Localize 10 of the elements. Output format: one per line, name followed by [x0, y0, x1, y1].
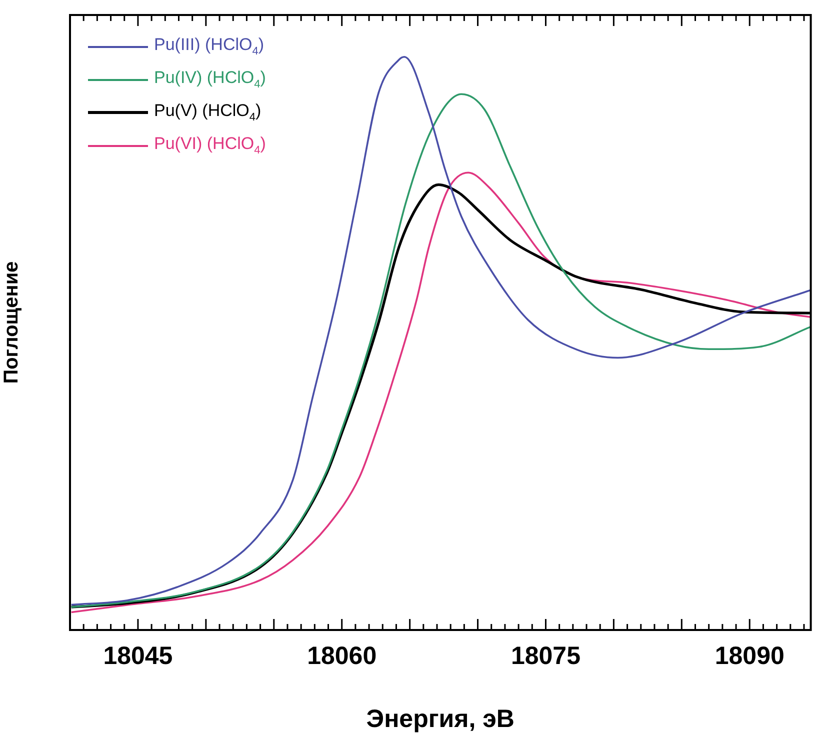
legend-label: Pu(III) (HClO$_{4}$)	[154, 35, 264, 58]
legend-label: Pu(IV) (HClO$_{4}$)	[154, 68, 266, 91]
legend-label: Pu(V) (HClO$_{4}$)	[154, 101, 262, 124]
y-axis-title: Поглощение	[0, 261, 23, 384]
x-tick-label: 18090	[714, 642, 784, 670]
x-tick-label: 18075	[510, 642, 581, 670]
legend-label: Pu(VI) (HClO$_{4}$)	[154, 134, 266, 157]
x-axis-title: Энергия, эВ	[366, 704, 514, 733]
x-tick-label: 18045	[103, 642, 173, 670]
x-tick-label: 18060	[307, 642, 377, 670]
